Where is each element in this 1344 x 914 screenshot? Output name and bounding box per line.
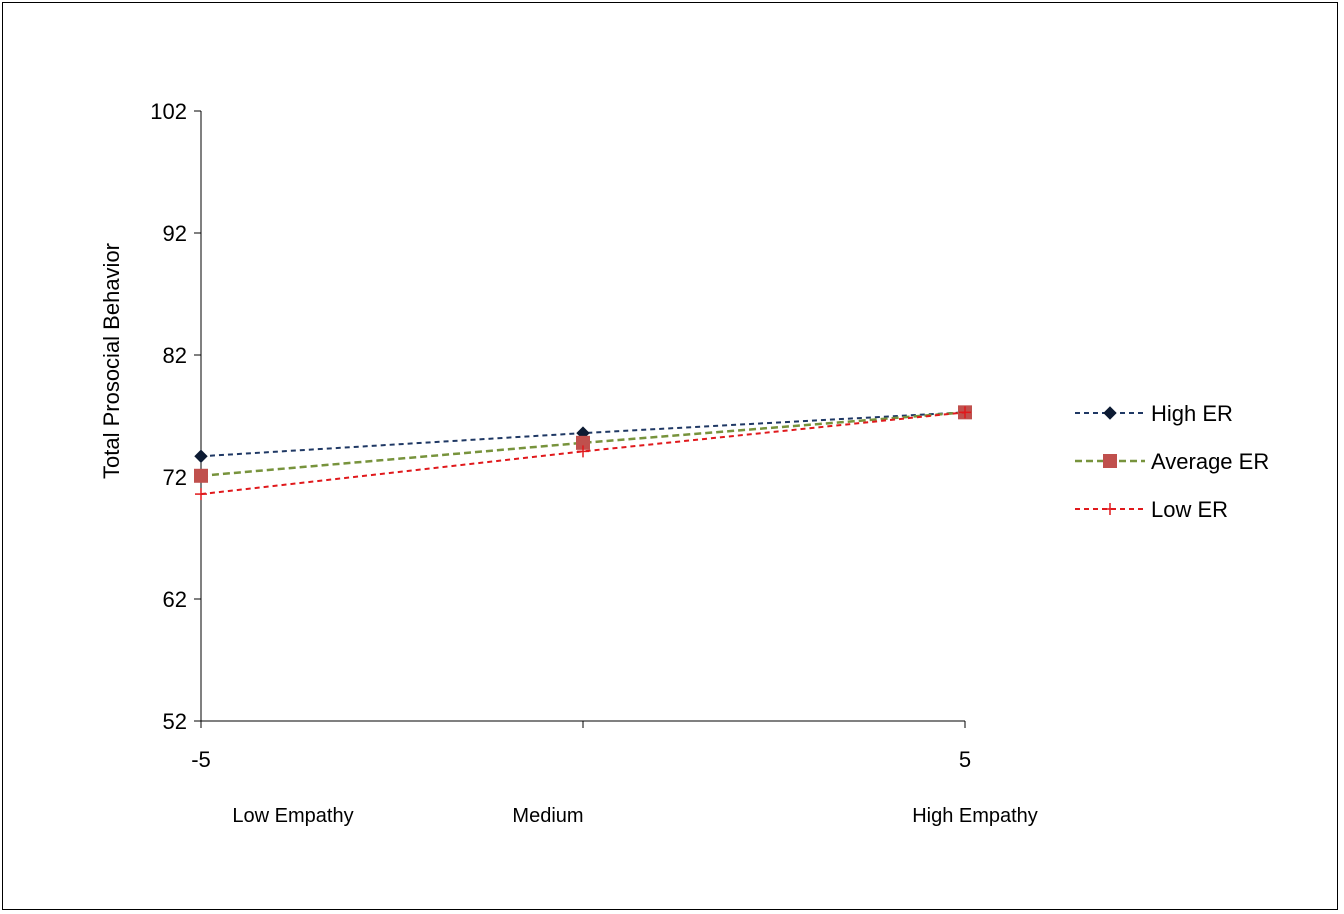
series-2-point-2 [959,406,971,419]
series-0-point-0 [194,449,208,463]
x-category-label: Medium [512,805,583,827]
y-tick-label: 72 [163,465,187,490]
y-axis-label: Total Prosocial Behavior [99,243,124,479]
y-tick-label: 52 [163,709,187,734]
axes: 52 62 72 82 92 102 -5 Low Empathy Medium 5 High Em… [150,99,1038,827]
legend-label-1: Average ER [1151,449,1269,474]
legend-marker-2 [1104,503,1116,515]
x-tick-label: 5 [959,747,971,772]
x-tick-label: -5 [191,747,211,772]
series-1-point-0 [194,468,208,483]
legend-label-0: High ER [1151,401,1233,426]
series-2-point-0 [195,488,207,501]
y-tick-label: 92 [163,221,187,246]
series-layer [194,405,972,501]
line-chart: 52 62 72 82 92 102 -5 Low Empathy Medium 5 High Em… [99,99,1269,827]
y-tick-label: 102 [150,99,187,124]
legend-label-2: Low ER [1151,497,1228,522]
series-1-point-1 [576,435,590,450]
series-line-1 [200,411,966,478]
y-tick-label: 62 [163,587,187,612]
legend: High ER Average ER Low ER [1075,401,1269,522]
x-category-label: Low Empathy [232,805,353,827]
legend-marker-1 [1103,454,1117,468]
y-tick-label: 82 [163,343,187,368]
series-2-point-1 [577,445,589,458]
legend-marker-0 [1103,406,1117,420]
series-line-2 [200,411,966,496]
x-category-label: High Empathy [912,805,1038,827]
